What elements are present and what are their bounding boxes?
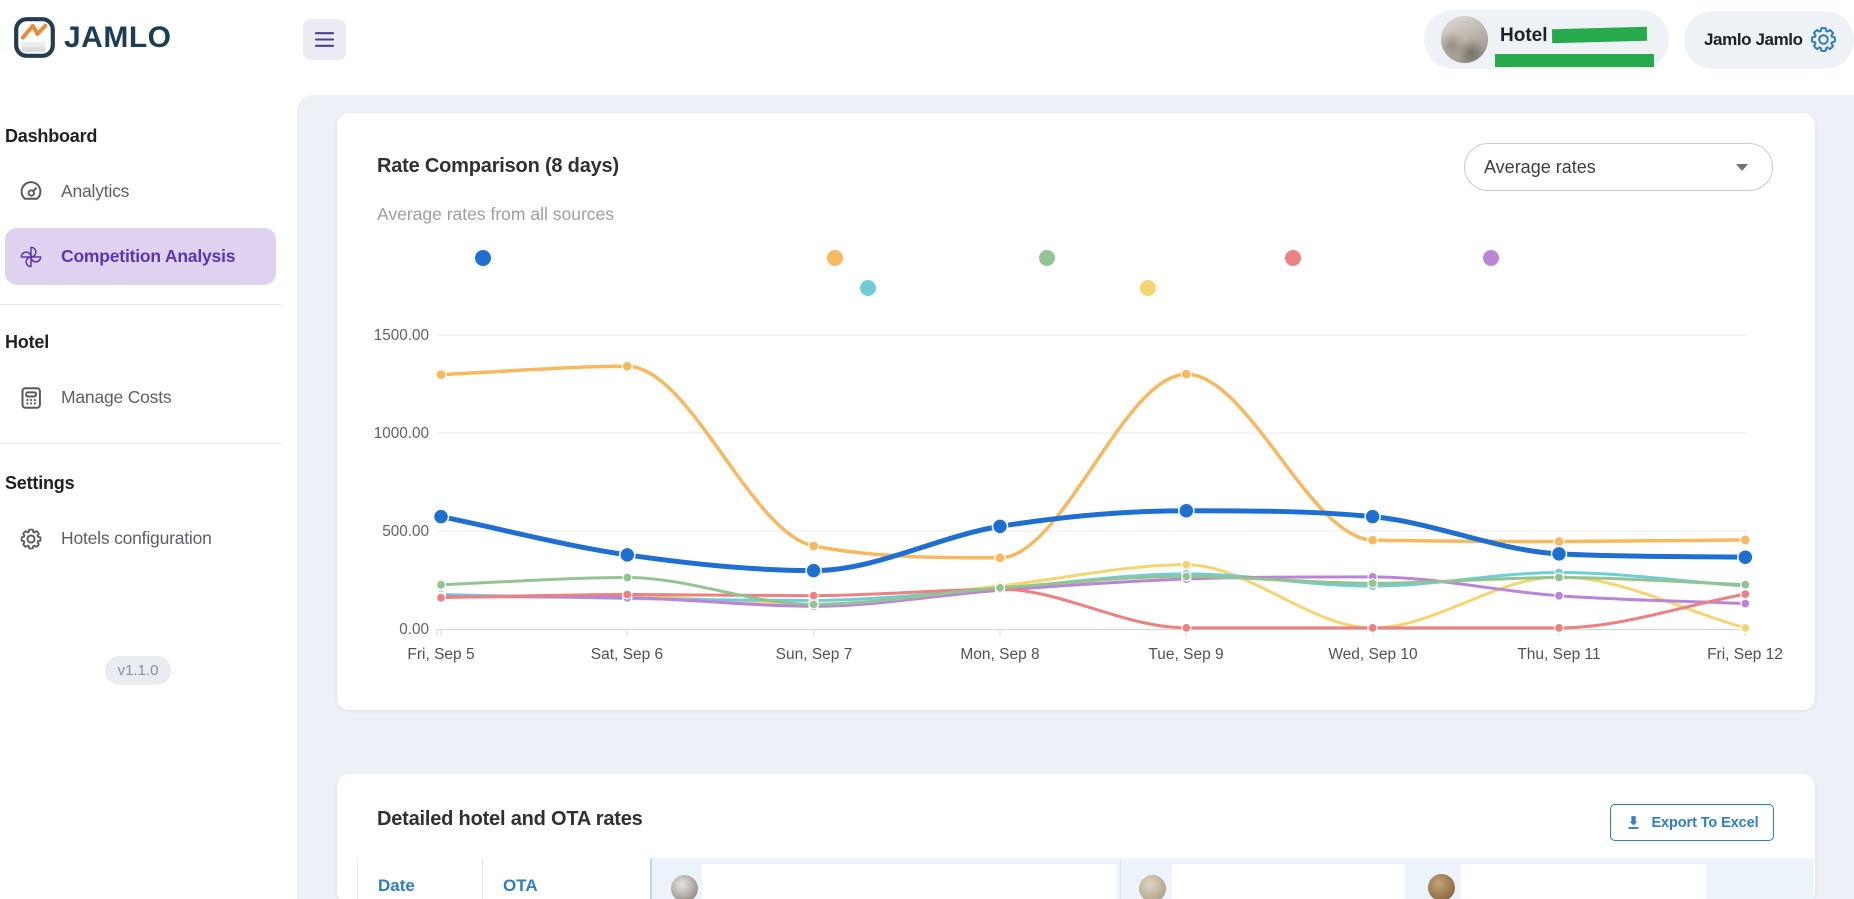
svg-text:1000.00: 1000.00 [374, 425, 429, 442]
svg-text:Thu, Sep 11: Thu, Sep 11 [1517, 646, 1600, 663]
svg-text:1500.00: 1500.00 [374, 327, 429, 344]
svg-text:Fri, Sep 12: Fri, Sep 12 [1707, 646, 1783, 663]
svg-text:Sat, Sep 6: Sat, Sep 6 [591, 646, 663, 663]
svg-text:Sun, Sep 7: Sun, Sep 7 [776, 646, 853, 663]
svg-text:Wed, Sep 10: Wed, Sep 10 [1328, 646, 1418, 663]
svg-text:500.00: 500.00 [382, 523, 429, 540]
svg-text:0.00: 0.00 [399, 621, 429, 638]
svg-text:Tue, Sep 9: Tue, Sep 9 [1148, 646, 1223, 663]
svg-text:Fri, Sep 5: Fri, Sep 5 [407, 646, 474, 663]
svg-text:Mon, Sep 8: Mon, Sep 8 [960, 646, 1039, 663]
